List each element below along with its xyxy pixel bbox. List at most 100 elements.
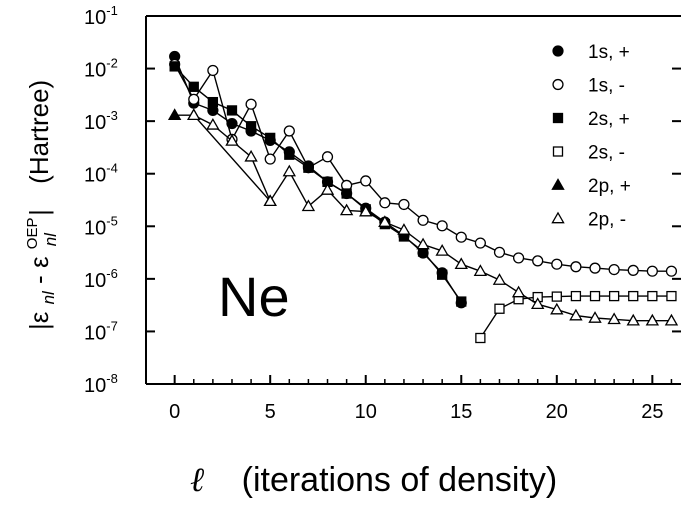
x-tick-label: 0 bbox=[169, 401, 180, 423]
data-point-square bbox=[456, 296, 467, 307]
data-point-triangle bbox=[301, 199, 316, 212]
y-axis-prefix: |ε bbox=[24, 311, 54, 330]
data-point-circle bbox=[188, 93, 200, 105]
y-axis-label: |ε nl - ε OEP nl | (Hartree) bbox=[13, 80, 62, 330]
y-tick-base: 10 bbox=[84, 7, 106, 29]
data-point-square bbox=[552, 146, 564, 157]
data-point-circle bbox=[512, 252, 525, 264]
data-point-circle bbox=[398, 198, 410, 211]
x-tick-label: 25 bbox=[641, 401, 663, 423]
series-0 bbox=[169, 50, 467, 309]
legend: 1s, + 1s, - 2s, + 2s, - 2p, + 2p, - bbox=[551, 42, 631, 231]
data-point-triangle bbox=[511, 285, 526, 298]
data-point-triangle bbox=[569, 308, 583, 321]
data-point-triangle bbox=[225, 134, 239, 146]
data-point-circle bbox=[283, 125, 295, 137]
data-point-circle bbox=[552, 45, 564, 57]
data-point-circle bbox=[589, 262, 601, 274]
data-point-triangle bbox=[339, 203, 354, 216]
y-tick-label: 10-1 bbox=[84, 3, 118, 29]
y-axis-suffix: | bbox=[24, 209, 54, 216]
series-line bbox=[174, 65, 462, 303]
data-point-circle bbox=[474, 237, 486, 249]
data-point-square bbox=[589, 290, 601, 302]
y-tick-label: 10-8 bbox=[84, 371, 118, 397]
y-axis-sub1: nl bbox=[39, 290, 58, 304]
data-point-triangle bbox=[551, 178, 565, 190]
data-point-circle bbox=[552, 78, 564, 91]
data-point-circle bbox=[532, 255, 544, 267]
x-axis-label: ℓ (iterations of density) bbox=[190, 460, 557, 500]
data-point-triangle bbox=[550, 302, 564, 315]
y-axis-sup: OEP bbox=[24, 218, 41, 250]
y-tick-label: 10-2 bbox=[84, 56, 118, 82]
y-axis-mid: - ε bbox=[24, 256, 54, 284]
y-tick-base: 10 bbox=[84, 322, 106, 344]
data-point-circle bbox=[360, 175, 372, 187]
legend-label: 2p, - bbox=[588, 210, 626, 231]
y-tick-exponent: -4 bbox=[106, 161, 118, 176]
data-point-square bbox=[628, 290, 639, 302]
data-point-square bbox=[551, 291, 562, 302]
data-point-circle bbox=[207, 64, 219, 77]
data-point-triangle bbox=[320, 183, 335, 195]
x-tick-label: 5 bbox=[265, 401, 276, 423]
data-point-square bbox=[188, 81, 199, 92]
data-point-square bbox=[303, 162, 314, 173]
x-tick-label: 10 bbox=[355, 401, 377, 423]
y-tick-base: 10 bbox=[84, 270, 106, 292]
data-point-square bbox=[284, 149, 295, 160]
series-2 bbox=[169, 61, 467, 307]
legend-label: 2p, + bbox=[588, 176, 631, 197]
data-point-triangle bbox=[435, 244, 449, 256]
y-tick-base: 10 bbox=[84, 165, 106, 187]
y-tick-label: 10-6 bbox=[84, 266, 118, 292]
data-point-triangle bbox=[187, 108, 201, 120]
data-point-circle bbox=[570, 261, 582, 273]
y-tick-exponent: -2 bbox=[106, 56, 118, 71]
data-point-triangle bbox=[206, 117, 220, 130]
legend-label: 1s, - bbox=[588, 76, 625, 97]
data-point-circle bbox=[646, 265, 658, 277]
plot-area bbox=[167, 50, 679, 344]
legend-label: 2s, + bbox=[588, 109, 630, 130]
y-axis-sub2: nl bbox=[41, 232, 60, 246]
data-point-triangle bbox=[167, 108, 182, 120]
data-point-triangle bbox=[626, 313, 640, 326]
series-1 bbox=[169, 58, 678, 277]
data-point-circle bbox=[379, 197, 391, 209]
x-ticks: 0 5 10 15 20 25 bbox=[169, 375, 673, 423]
y-tick-base: 10 bbox=[84, 60, 106, 82]
data-point-circle bbox=[264, 153, 276, 165]
data-point-triangle bbox=[551, 211, 565, 224]
data-point-square bbox=[207, 96, 219, 108]
data-point-circle bbox=[608, 263, 620, 276]
y-tick-exponent: -8 bbox=[106, 371, 118, 386]
element-annotation: Ne bbox=[218, 265, 290, 328]
data-point-circle bbox=[417, 214, 429, 226]
data-point-circle bbox=[551, 258, 563, 270]
y-tick-base: 10 bbox=[84, 375, 106, 397]
data-point-square bbox=[608, 290, 620, 302]
series-5 bbox=[187, 108, 679, 326]
data-point-circle bbox=[455, 231, 467, 243]
data-point-triangle bbox=[492, 273, 507, 285]
series-4 bbox=[167, 108, 277, 207]
data-point-circle bbox=[321, 151, 334, 163]
data-point-square bbox=[437, 269, 448, 280]
axes bbox=[145, 15, 681, 385]
legend-label: 2s, - bbox=[588, 143, 625, 164]
y-tick-exponent: -1 bbox=[106, 3, 118, 18]
x-axis-text: (iterations of density) bbox=[242, 461, 558, 499]
x-axis-symbol: ℓ bbox=[190, 460, 204, 500]
y-tick-label: 10-4 bbox=[84, 161, 118, 187]
data-point-triangle bbox=[397, 223, 411, 235]
data-point-circle bbox=[665, 265, 678, 277]
data-point-square bbox=[494, 303, 505, 314]
y-tick-label: 10-3 bbox=[84, 108, 118, 134]
y-tick-label: 10-7 bbox=[84, 318, 118, 344]
data-point-circle bbox=[627, 264, 639, 276]
y-tick-exponent: -6 bbox=[106, 266, 118, 281]
data-point-square bbox=[169, 61, 180, 72]
series-3 bbox=[475, 290, 677, 344]
